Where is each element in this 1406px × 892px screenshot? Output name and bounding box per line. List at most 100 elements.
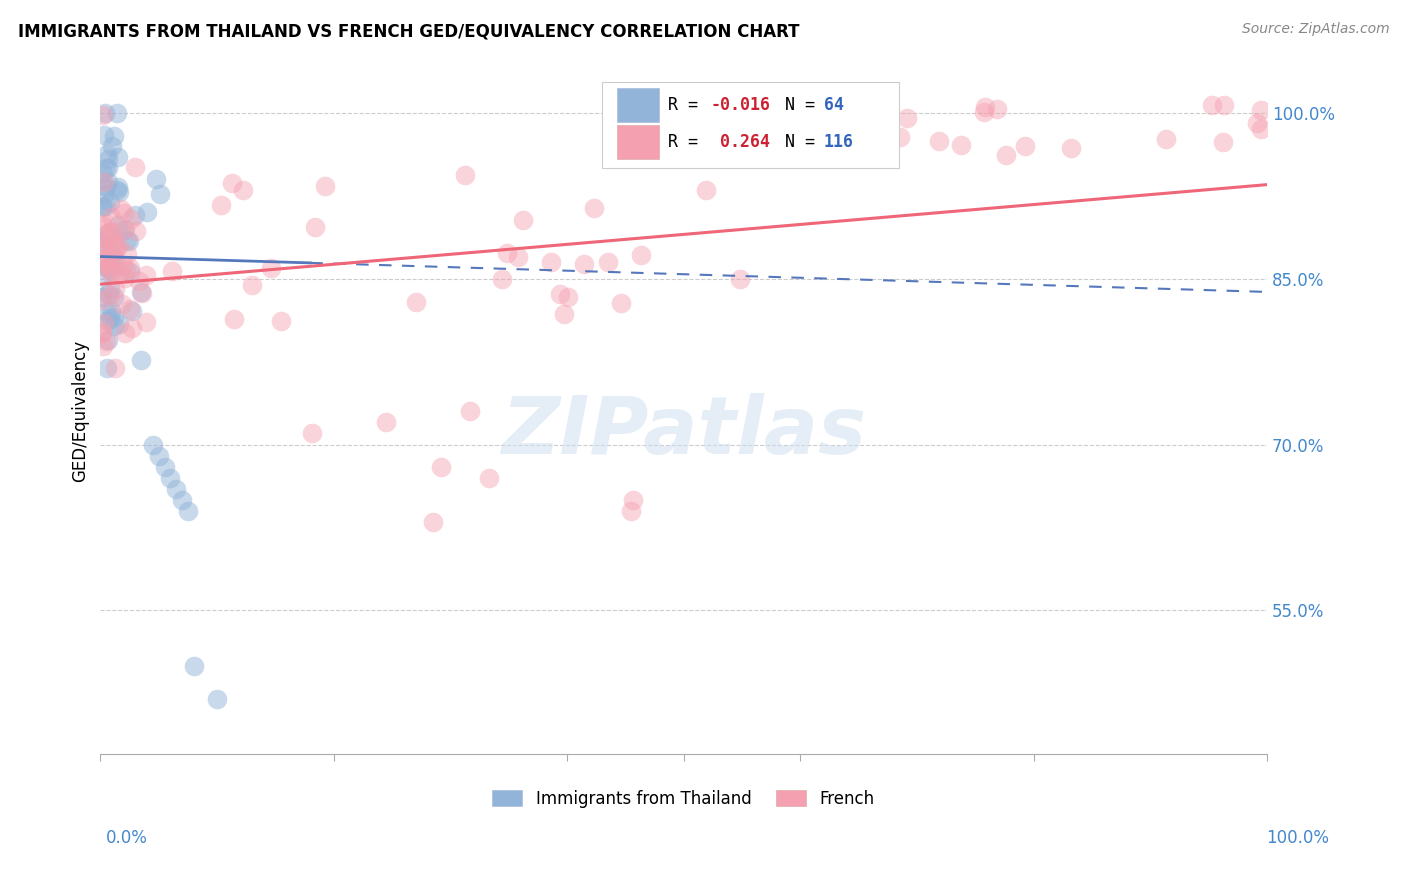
Text: Source: ZipAtlas.com: Source: ZipAtlas.com bbox=[1241, 22, 1389, 37]
Point bbox=[100, 225, 122, 239]
Point bbox=[107, 185, 129, 199]
Point bbox=[458, 404, 481, 418]
Point bbox=[695, 183, 717, 197]
Point bbox=[91, 339, 114, 353]
Point bbox=[98, 287, 121, 301]
Point bbox=[110, 202, 132, 217]
Point bbox=[100, 139, 122, 153]
Point bbox=[170, 492, 193, 507]
Point bbox=[94, 180, 117, 194]
Point bbox=[105, 105, 128, 120]
Point bbox=[90, 290, 112, 304]
Point bbox=[91, 252, 114, 266]
Point bbox=[129, 285, 152, 299]
Point bbox=[124, 160, 146, 174]
Point bbox=[98, 225, 121, 239]
Point bbox=[108, 237, 131, 252]
Point bbox=[114, 326, 136, 341]
Point bbox=[96, 217, 118, 231]
Point bbox=[91, 166, 114, 180]
Point bbox=[103, 128, 125, 143]
Point bbox=[950, 137, 973, 152]
Point bbox=[159, 471, 181, 485]
Point bbox=[540, 255, 562, 269]
Point bbox=[112, 258, 135, 272]
Text: 64: 64 bbox=[824, 95, 844, 114]
Point bbox=[103, 319, 125, 334]
Point bbox=[94, 105, 117, 120]
Point bbox=[112, 223, 135, 237]
Point bbox=[889, 129, 911, 144]
Point bbox=[149, 186, 172, 201]
Point bbox=[104, 361, 127, 376]
Point bbox=[115, 247, 138, 261]
Text: -0.016: -0.016 bbox=[710, 95, 770, 114]
Text: 0.264: 0.264 bbox=[710, 133, 770, 151]
Point bbox=[508, 250, 530, 264]
Point bbox=[135, 268, 157, 282]
Point bbox=[304, 220, 326, 235]
Point bbox=[205, 692, 228, 706]
Point bbox=[142, 437, 165, 451]
Text: IMMIGRANTS FROM THAILAND VS FRENCH GED/EQUIVALENCY CORRELATION CHART: IMMIGRANTS FROM THAILAND VS FRENCH GED/E… bbox=[18, 22, 800, 40]
Point bbox=[1212, 135, 1234, 149]
Point bbox=[90, 218, 112, 232]
Point bbox=[93, 241, 115, 255]
Point bbox=[124, 209, 146, 223]
Point bbox=[104, 281, 127, 295]
Point bbox=[621, 492, 644, 507]
Point bbox=[100, 267, 122, 281]
Point bbox=[118, 261, 141, 276]
Point bbox=[135, 314, 157, 328]
Point bbox=[557, 290, 579, 304]
Point bbox=[98, 282, 121, 296]
Point bbox=[314, 179, 336, 194]
Point bbox=[93, 255, 115, 269]
Point bbox=[240, 278, 263, 293]
Point bbox=[97, 175, 120, 189]
Point bbox=[96, 254, 118, 268]
Point bbox=[93, 186, 115, 201]
Point bbox=[114, 222, 136, 236]
Point bbox=[596, 254, 619, 268]
Point bbox=[114, 271, 136, 285]
Point bbox=[124, 224, 146, 238]
Point bbox=[97, 261, 120, 276]
Point bbox=[728, 271, 751, 285]
Point bbox=[108, 318, 131, 332]
Point bbox=[90, 326, 112, 340]
Point bbox=[100, 210, 122, 224]
Point bbox=[97, 161, 120, 175]
Point bbox=[121, 321, 143, 335]
Point bbox=[553, 307, 575, 321]
Point bbox=[1060, 141, 1083, 155]
Point bbox=[495, 245, 517, 260]
Point bbox=[153, 459, 176, 474]
FancyBboxPatch shape bbox=[617, 88, 659, 121]
Point bbox=[422, 515, 444, 529]
Point bbox=[478, 471, 501, 485]
Point bbox=[104, 252, 127, 267]
Point bbox=[855, 125, 877, 139]
Point bbox=[136, 204, 159, 219]
Point bbox=[974, 100, 997, 114]
Point bbox=[96, 147, 118, 161]
Point bbox=[780, 148, 803, 162]
Point bbox=[755, 123, 778, 137]
Point bbox=[103, 290, 125, 304]
FancyBboxPatch shape bbox=[617, 125, 659, 159]
Point bbox=[104, 239, 127, 253]
Point bbox=[994, 147, 1017, 161]
Point bbox=[429, 459, 451, 474]
Point bbox=[222, 312, 245, 326]
Point bbox=[112, 206, 135, 220]
Point bbox=[93, 317, 115, 331]
Point bbox=[1154, 131, 1177, 145]
Point bbox=[160, 264, 183, 278]
Point bbox=[100, 264, 122, 278]
Point bbox=[856, 147, 879, 161]
Text: 0.0%: 0.0% bbox=[105, 830, 148, 847]
Point bbox=[1213, 98, 1236, 112]
Text: R =: R = bbox=[668, 95, 709, 114]
Point bbox=[129, 353, 152, 368]
